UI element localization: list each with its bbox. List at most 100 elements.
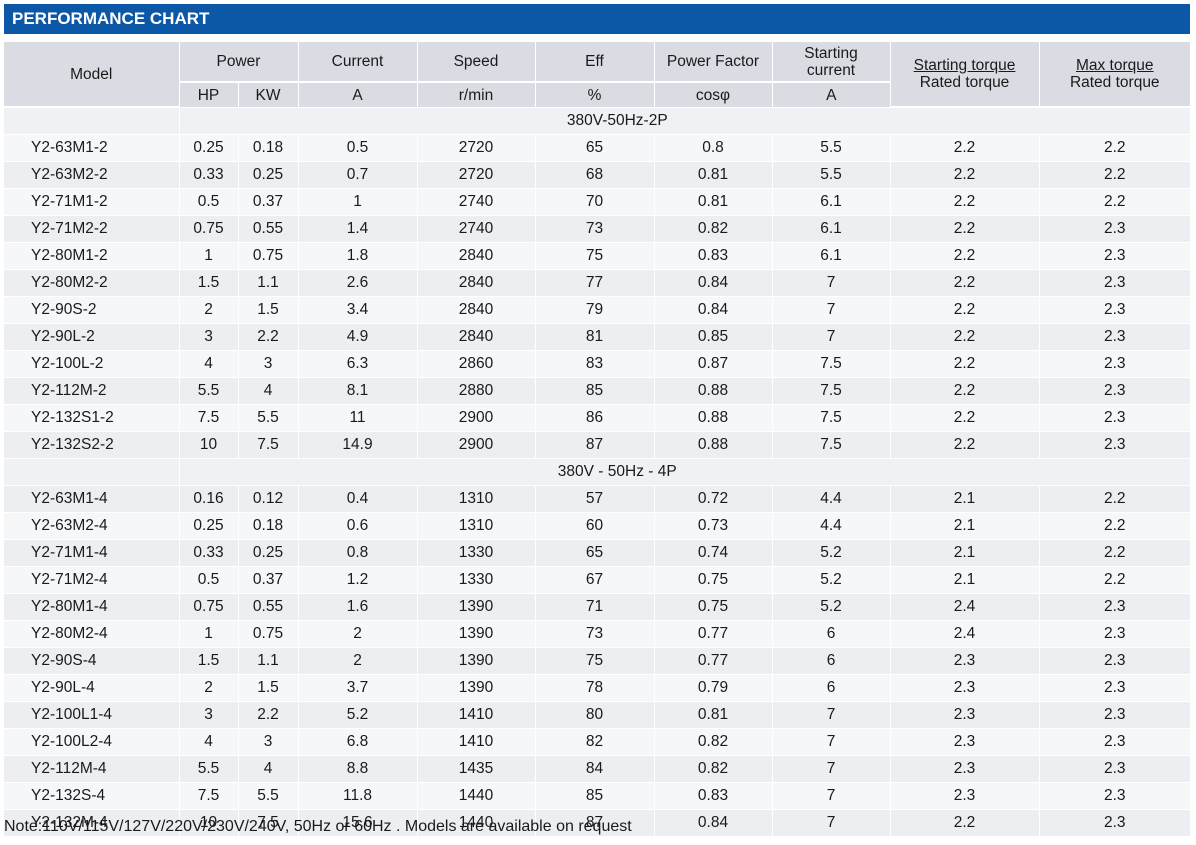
- eff-cell: 73: [535, 620, 655, 648]
- hp-cell: 2: [179, 296, 239, 324]
- max-torque-cell: 2.3: [1039, 350, 1190, 378]
- model-cell: Y2-63M2-4: [4, 512, 180, 540]
- kw-cell: 4: [238, 377, 299, 405]
- model-cell: Y2-112M-2: [4, 377, 180, 405]
- hp-cell: 0.16: [179, 485, 239, 513]
- power-factor-cell: 0.75: [654, 566, 773, 594]
- hp-cell: 0.75: [179, 593, 239, 621]
- hp-cell: 0.25: [179, 134, 239, 162]
- starting-torque-cell: 2.3: [890, 647, 1040, 675]
- kw-cell: 0.25: [238, 161, 299, 189]
- starting-torque-cell: 2.2: [890, 242, 1040, 270]
- speed-cell: 1390: [417, 620, 536, 648]
- speed-cell: 2720: [417, 134, 536, 162]
- speed-cell: 2740: [417, 188, 536, 216]
- hp-cell: 10: [179, 809, 239, 837]
- starting-torque-denominator: Rated torque: [919, 74, 1010, 91]
- starting-torque-cell: 2.2: [890, 215, 1040, 243]
- speed-cell: 1310: [417, 485, 536, 513]
- speed-cell: 1330: [417, 539, 536, 567]
- hp-cell: 1.5: [179, 647, 239, 675]
- table-row: Y2-63M1-2 0.25 0.18 0.5 2720 65 0.8 5.5 2.2 2.2: [4, 134, 1190, 162]
- table-row: Y2-90L-2 3 2.2 4.9 2840 81 0.85 7 2.2 2.3: [4, 323, 1190, 351]
- eff-cell: 71: [535, 593, 655, 621]
- model-cell: Y2-132S2-2: [4, 431, 180, 459]
- table-row: Y2-132M-4 10 7.5 15.6 1440 87 0.84 7 2.2 2.3: [4, 809, 1190, 837]
- hp-cell: 7.5: [179, 404, 239, 432]
- eff-cell: 85: [535, 377, 655, 405]
- table-row: Y2-132S1-2 7.5 5.5 11 2900 86 0.88 7.5 2.2 2.3: [4, 404, 1190, 432]
- power-factor-cell: 0.81: [654, 161, 773, 189]
- current-cell: 1.8: [298, 242, 418, 270]
- max-torque-cell: 2.3: [1039, 701, 1190, 729]
- eff-cell: 86: [535, 404, 655, 432]
- section-label: 380V-50Hz-2P: [179, 107, 1190, 135]
- starting-torque-cell: 2.2: [890, 377, 1040, 405]
- kw-cell: 0.18: [238, 134, 299, 162]
- kw-cell: 1.5: [238, 674, 299, 702]
- speed-unit: r/min: [417, 82, 536, 107]
- max-torque-cell: 2.3: [1039, 647, 1190, 675]
- max-torque-cell: 2.2: [1039, 134, 1190, 162]
- current-cell: 2.6: [298, 269, 418, 297]
- model-cell: Y2-63M2-2: [4, 161, 180, 189]
- starting-current-cell: 6.1: [772, 188, 891, 216]
- eff-cell: 65: [535, 539, 655, 567]
- eff-cell: 87: [535, 809, 655, 837]
- power-factor-cell: 0.77: [654, 647, 773, 675]
- current-cell: 6.3: [298, 350, 418, 378]
- eff-cell: 57: [535, 485, 655, 513]
- current-cell: 5.2: [298, 701, 418, 729]
- current-cell: 15.6: [298, 809, 418, 837]
- speed-cell: 1435: [417, 755, 536, 783]
- section-row: 380V-50Hz-2P: [4, 107, 1190, 135]
- model-cell: Y2-90L-4: [4, 674, 180, 702]
- table-row: Y2-71M2-4 0.5 0.37 1.2 1330 67 0.75 5.2 2.1 2.2: [4, 566, 1190, 594]
- starting-torque-cell: 2.4: [890, 620, 1040, 648]
- starting-current-label-2: current: [806, 61, 856, 79]
- power-factor-cell: 0.88: [654, 431, 773, 459]
- power-factor-cell: 0.87: [654, 350, 773, 378]
- kw-header: KW: [238, 82, 299, 107]
- speed-cell: 1440: [417, 782, 536, 810]
- starting-current-cell: 7: [772, 728, 891, 756]
- model-cell: Y2-90S-4: [4, 647, 180, 675]
- table-row: Y2-71M1-2 0.5 0.37 1 2740 70 0.81 6.1 2.2 2.2: [4, 188, 1190, 216]
- power-factor-cell: 0.75: [654, 593, 773, 621]
- max-torque-cell: 2.3: [1039, 242, 1190, 270]
- model-header: Model: [4, 42, 180, 108]
- hp-cell: 4: [179, 728, 239, 756]
- starting-current-cell: 6.1: [772, 242, 891, 270]
- starting-torque-cell: 2.1: [890, 485, 1040, 513]
- kw-cell: 7.5: [238, 431, 299, 459]
- eff-cell: 79: [535, 296, 655, 324]
- starting-current-cell: 5.2: [772, 539, 891, 567]
- speed-cell: 2900: [417, 404, 536, 432]
- kw-cell: 3: [238, 350, 299, 378]
- speed-cell: 1390: [417, 674, 536, 702]
- starting-torque-cell: 2.3: [890, 755, 1040, 783]
- speed-cell: 2900: [417, 431, 536, 459]
- hp-cell: 5.5: [179, 755, 239, 783]
- model-cell: Y2-63M1-4: [4, 485, 180, 513]
- table-row: Y2-90S-2 2 1.5 3.4 2840 79 0.84 7 2.2 2.3: [4, 296, 1190, 324]
- model-cell: Y2-71M1-2: [4, 188, 180, 216]
- power-factor-cell: 0.82: [654, 755, 773, 783]
- performance-table: Model Power Current Speed Eff Power Fact…: [4, 42, 1190, 837]
- current-unit: A: [298, 82, 418, 107]
- starting-current-cell: 5.2: [772, 593, 891, 621]
- eff-cell: 87: [535, 431, 655, 459]
- eff-unit: %: [535, 82, 655, 107]
- eff-cell: 68: [535, 161, 655, 189]
- table-row: Y2-80M2-2 1.5 1.1 2.6 2840 77 0.84 7 2.2 2.3: [4, 269, 1190, 297]
- model-cell: Y2-132S1-2: [4, 404, 180, 432]
- starting-torque-cell: 2.1: [890, 566, 1040, 594]
- speed-cell: 2880: [417, 377, 536, 405]
- table-row: Y2-71M2-2 0.75 0.55 1.4 2740 73 0.82 6.1 2.2 2.3: [4, 215, 1190, 243]
- starting-torque-cell: 2.2: [890, 431, 1040, 459]
- starting-current-cell: 7.5: [772, 350, 891, 378]
- current-cell: 0.6: [298, 512, 418, 540]
- max-torque-cell: 2.3: [1039, 755, 1190, 783]
- hp-cell: 5.5: [179, 377, 239, 405]
- hp-cell: 3: [179, 323, 239, 351]
